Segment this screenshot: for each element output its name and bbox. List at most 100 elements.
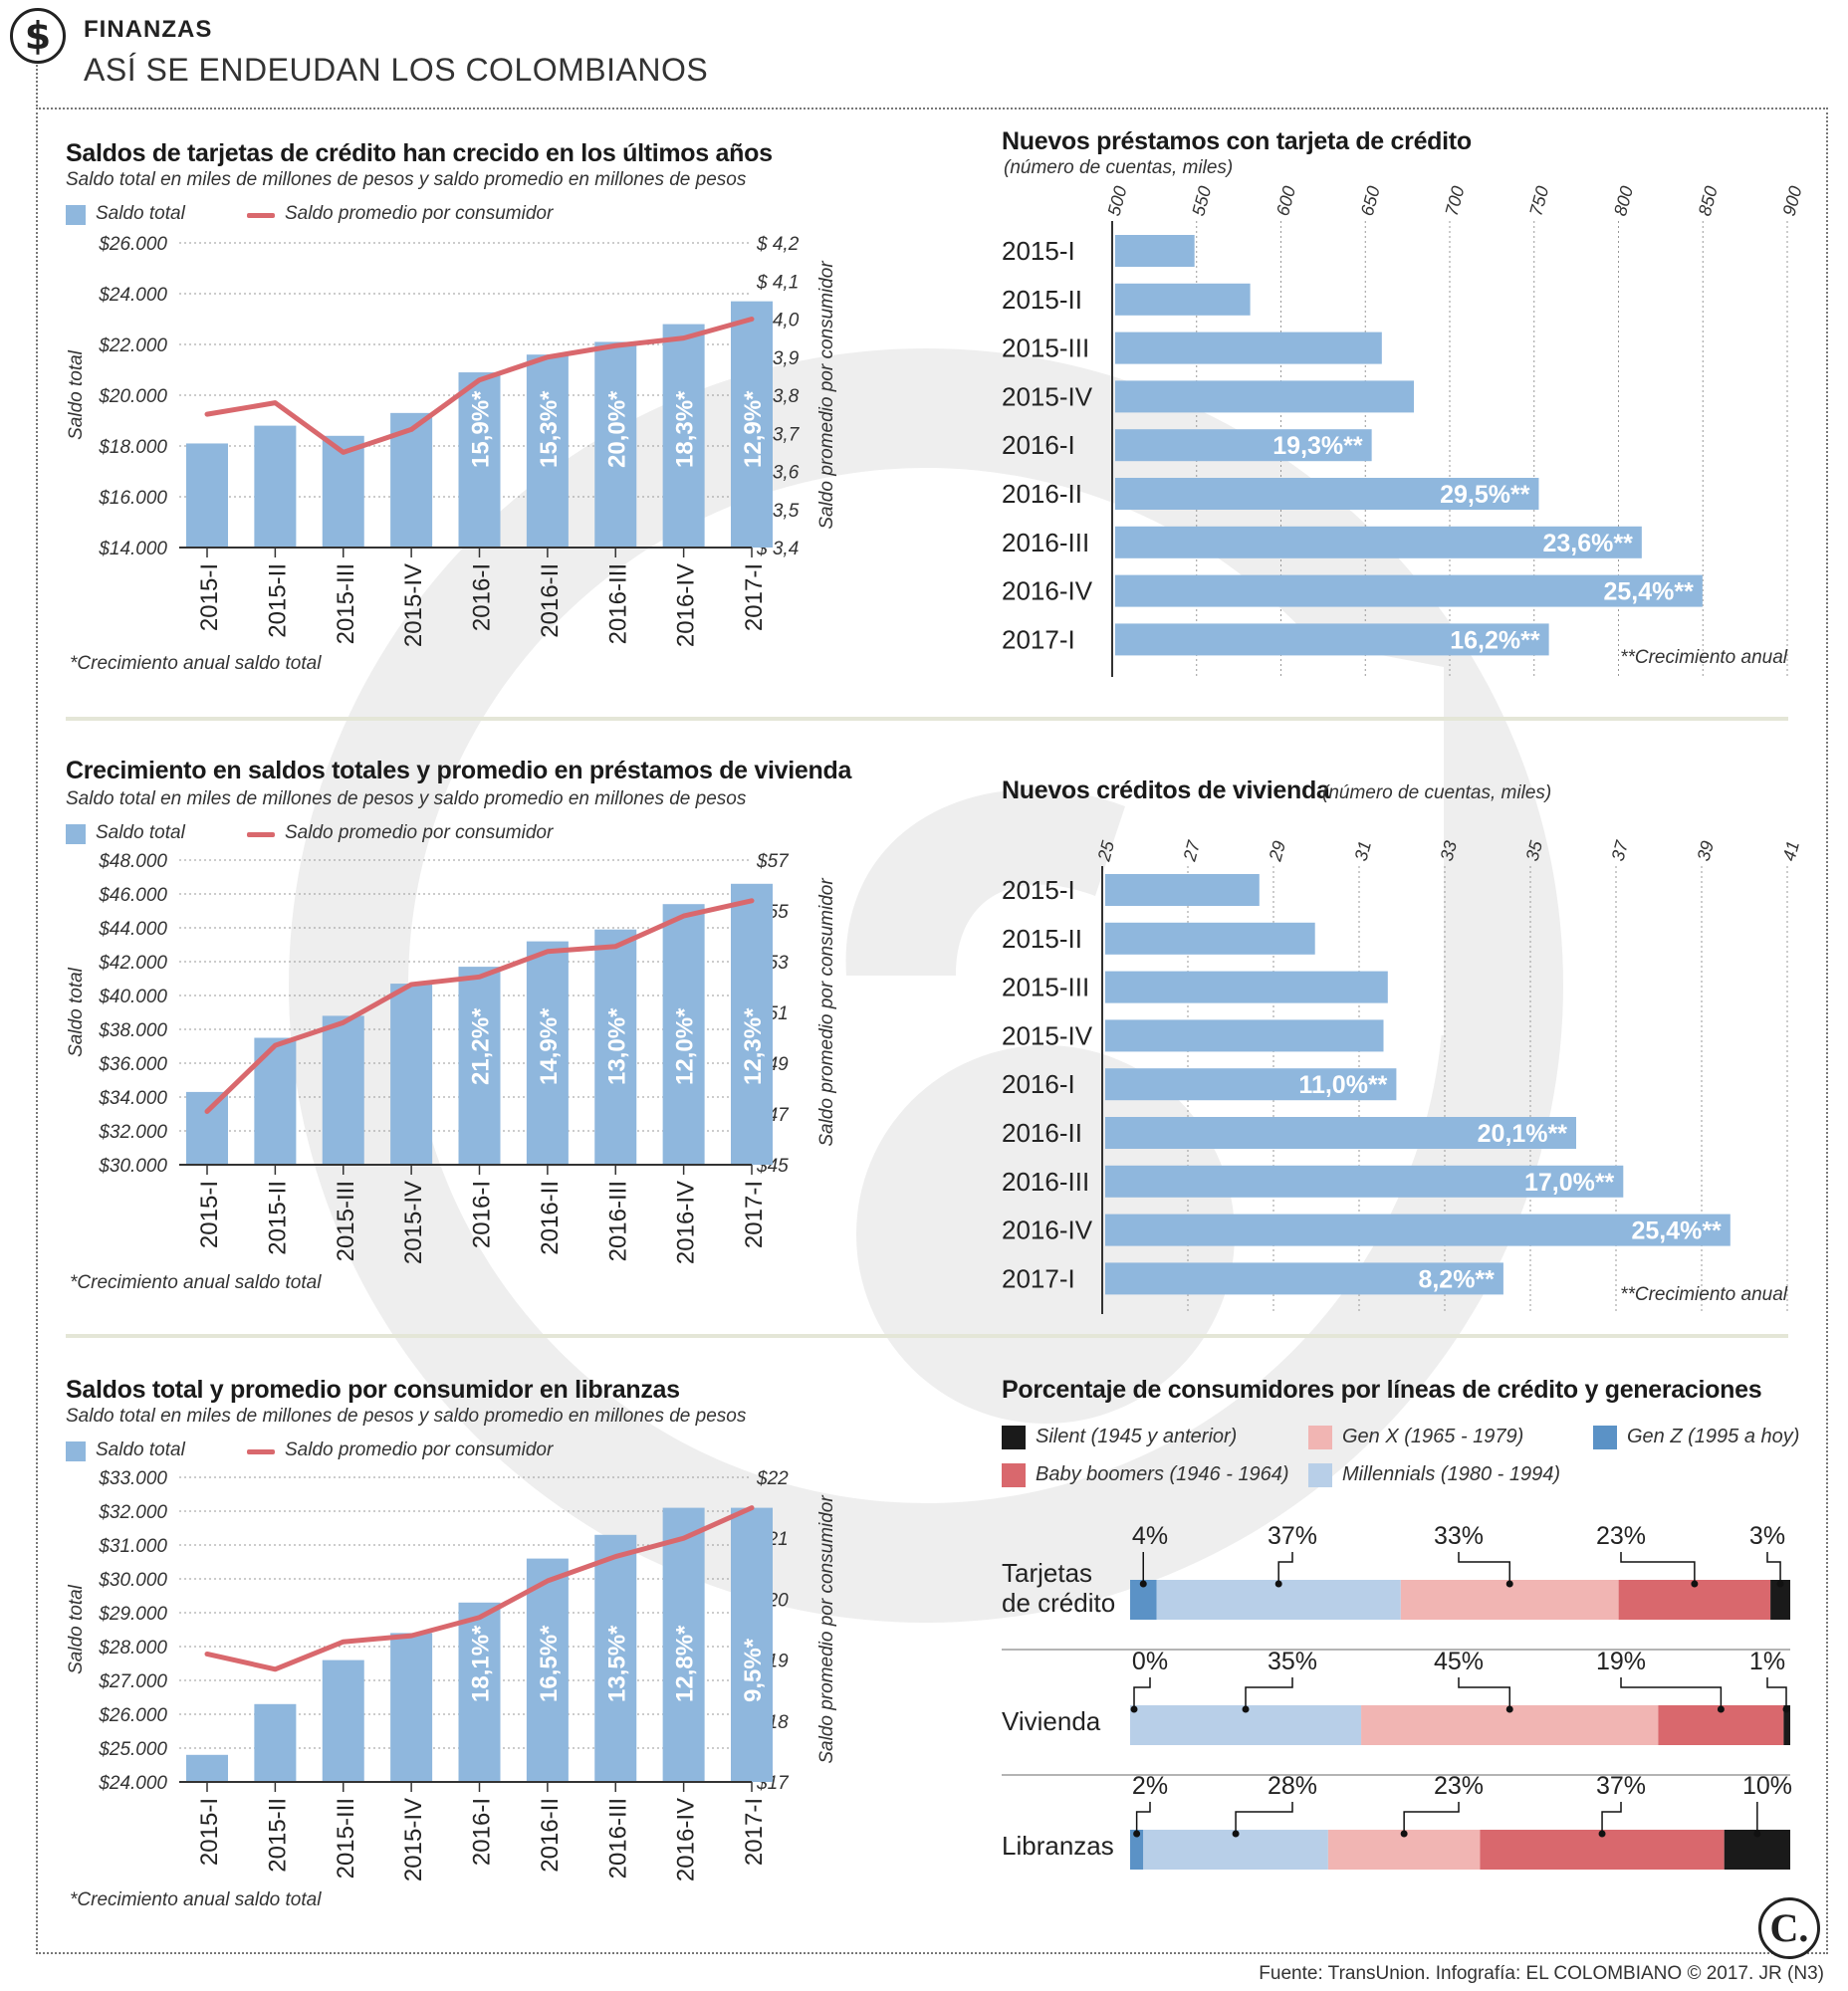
bar xyxy=(1115,283,1251,316)
x-tick-label: 2016-II xyxy=(537,1798,564,1873)
bar xyxy=(731,1507,773,1782)
bar-growth-label: 13,0%* xyxy=(603,1007,630,1085)
y-tick-label: $30.000 xyxy=(98,1156,167,1177)
legend-swatch-average xyxy=(247,832,275,837)
category-label: 2016-I xyxy=(1002,430,1075,460)
bar xyxy=(526,1558,569,1782)
pointer-line xyxy=(1620,1552,1696,1584)
y2-axis-title: Saldo promedio por consumidor xyxy=(816,878,837,1147)
y-tick-label: $18.000 xyxy=(98,437,167,458)
y-tick-label: $26.000 xyxy=(98,1705,167,1726)
bar xyxy=(1105,1117,1576,1149)
pointer-line xyxy=(1135,1802,1151,1834)
y-tick-label: $32.000 xyxy=(98,1502,167,1523)
legend-label-average: Saldo promedio por consumidor xyxy=(285,203,554,224)
percent-label: 23% xyxy=(1596,1522,1646,1550)
bar xyxy=(594,341,637,548)
chart-footnote: *Crecimiento anual saldo total xyxy=(70,653,322,674)
bar-growth-label: 18,1%* xyxy=(468,1625,495,1702)
source-credit: Fuente: TransUnion. Infografía: EL COLOM… xyxy=(1259,1963,1824,1984)
percent-label: 19% xyxy=(1596,1648,1646,1675)
category-label: 2015-III xyxy=(1002,973,1089,1002)
bar xyxy=(1115,526,1642,558)
category-label: 2015-IV xyxy=(1002,1020,1093,1050)
bar xyxy=(1105,922,1315,955)
percent-label: 0% xyxy=(1132,1648,1168,1675)
y-tick-label: $48.000 xyxy=(98,851,167,872)
bar xyxy=(1115,574,1703,607)
y-tick-label: $30.000 xyxy=(98,1570,167,1591)
y-tick-label: $36.000 xyxy=(98,1054,167,1075)
y-tick-label: $24.000 xyxy=(98,285,167,306)
bar xyxy=(1115,235,1195,267)
y2-axis-title: Saldo promedio por consumidor xyxy=(816,1495,837,1764)
bar xyxy=(390,1633,433,1782)
bar xyxy=(254,1703,297,1782)
category-label: 2016-I xyxy=(1002,1069,1075,1099)
average-line xyxy=(204,317,755,455)
legend-swatch-millennials xyxy=(1308,1463,1332,1487)
y-tick-label: $20.000 xyxy=(98,386,167,407)
bar xyxy=(594,1534,637,1782)
category-label: 2016-III xyxy=(1002,528,1089,557)
pointer-line xyxy=(1403,1802,1460,1834)
new-housing-accounts-chart: 25 27 29 31 33 35 37 39 41 2015-I 2015-II 2015-III 2… xyxy=(1002,838,1802,1314)
legend-label-silent: Silent (1945 y anterior) xyxy=(1036,1426,1238,1447)
bar-growth-label: 23,6%** xyxy=(1542,530,1633,557)
bar xyxy=(1105,1165,1624,1198)
bar xyxy=(322,1659,364,1782)
category-label: 2015-III xyxy=(1002,333,1089,363)
legend-swatch-genx xyxy=(1308,1426,1332,1449)
y2-tick-label: $57 xyxy=(756,851,790,872)
y2-axis-title: Saldo promedio por consumidor xyxy=(816,261,837,530)
category-label: 2015-I xyxy=(1002,236,1075,266)
bar xyxy=(1115,429,1372,462)
chart-subtitle: Saldo total en miles de millones de peso… xyxy=(66,1406,747,1427)
pointer-line xyxy=(1235,1802,1293,1834)
y-tick-label: $34.000 xyxy=(98,1088,167,1109)
x-tick-label: 37 xyxy=(1608,838,1633,863)
chart-title: Nuevos créditos de vivienda xyxy=(1002,776,1330,804)
page-title: ASÍ SE ENDEUDAN LOS COLOMBIANOS xyxy=(84,52,709,88)
category-label: 2017-I xyxy=(1002,1263,1075,1293)
x-tick-label: 2016-III xyxy=(604,1181,631,1261)
section-divider xyxy=(66,717,1788,721)
x-tick-label: 2016-II xyxy=(537,1181,564,1255)
pointer-dot xyxy=(1232,1830,1240,1838)
x-tick-label: 800 xyxy=(1610,184,1637,218)
y2-tick-label: $ 4,2 xyxy=(756,234,800,255)
y-tick-label: $16.000 xyxy=(98,488,167,509)
y-tick-label: $38.000 xyxy=(98,1020,167,1041)
row-label: Vivienda xyxy=(1002,1706,1101,1736)
y-tick-label: $46.000 xyxy=(98,885,167,906)
bar xyxy=(186,443,228,548)
y-axis-title: Saldo total xyxy=(66,967,87,1057)
bar xyxy=(1105,1068,1397,1101)
x-tick-label: 2015-II xyxy=(264,563,291,638)
percent-label: 4% xyxy=(1132,1522,1168,1550)
x-tick-label: 35 xyxy=(1522,838,1547,863)
bar-growth-label: 9,5%* xyxy=(740,1638,767,1702)
percent-label: 2% xyxy=(1132,1772,1168,1800)
pointer-line xyxy=(1620,1677,1723,1709)
chart-subtitle: (número de cuentas, miles) xyxy=(1004,157,1234,178)
x-tick-label: 2015-III xyxy=(333,563,359,644)
bar-growth-label: 20,1%** xyxy=(1478,1120,1568,1148)
pointer-line xyxy=(1766,1677,1787,1709)
x-tick-label: 2015-I xyxy=(196,1181,223,1248)
bar xyxy=(458,372,501,548)
chart-title: Nuevos préstamos con tarjeta de crédito xyxy=(1002,127,1472,155)
y-tick-label: $42.000 xyxy=(98,953,167,974)
pointer-dot xyxy=(1505,1580,1513,1588)
pointer-line xyxy=(1601,1802,1622,1834)
chart-footnote: **Crecimiento anual xyxy=(1620,647,1788,668)
chart-subtitle: Saldo total en miles de millones de peso… xyxy=(66,788,747,809)
legend-swatch-total xyxy=(66,824,86,844)
pointer-dot xyxy=(1691,1580,1699,1588)
bar-growth-label: 20,0%* xyxy=(603,390,630,468)
x-tick-label: 2015-II xyxy=(264,1181,291,1255)
bar xyxy=(1115,478,1539,510)
bar-growth-label: 11,0%** xyxy=(1298,1071,1387,1099)
chart-title: Saldos total y promedio por consumidor e… xyxy=(66,1376,680,1404)
legend-swatch-boomers xyxy=(1002,1463,1026,1487)
